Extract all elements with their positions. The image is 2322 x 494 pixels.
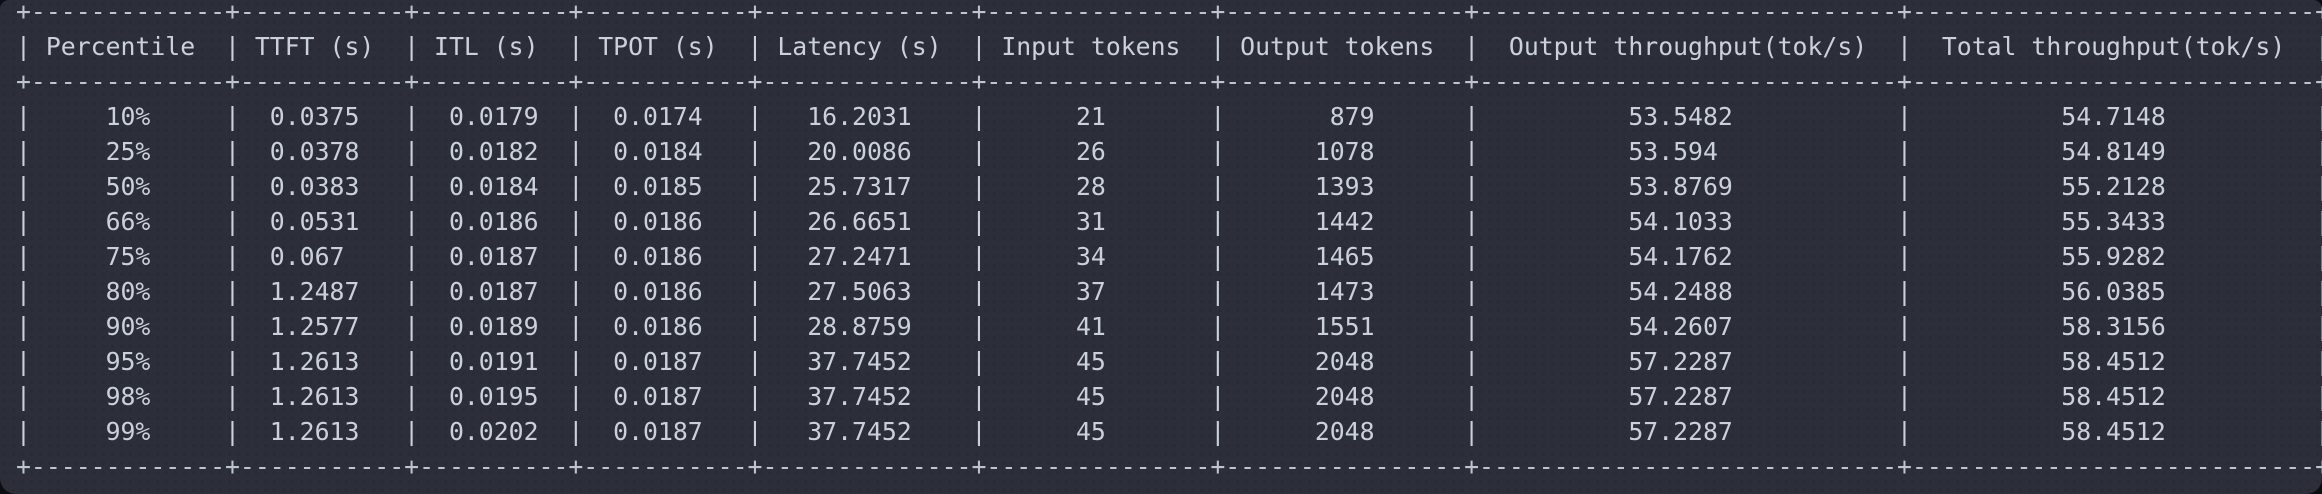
table-header-row: | Percentile | TTFT (s) | ITL (s) | TPOT… (16, 32, 2322, 61)
table-top-border: +-------------+-----------+----------+--… (16, 0, 2322, 26)
table-row: | 98% | 1.2613 | 0.0195 | 0.0187 | 37.74… (16, 382, 2322, 411)
table-row: | 66% | 0.0531 | 0.0186 | 0.0186 | 26.66… (16, 207, 2322, 236)
table-row: | 95% | 1.2613 | 0.0191 | 0.0187 | 37.74… (16, 347, 2322, 376)
benchmark-percentile-table: +-------------+-----------+----------+--… (16, 0, 2322, 481)
table-row: | 10% | 0.0375 | 0.0179 | 0.0174 | 16.20… (16, 102, 2322, 131)
table-bottom-border: +-------------+-----------+----------+--… (16, 452, 2322, 481)
table-row: | 50% | 0.0383 | 0.0184 | 0.0185 | 25.73… (16, 172, 2322, 201)
table-row: | 80% | 1.2487 | 0.0187 | 0.0186 | 27.50… (16, 277, 2322, 306)
table-header-separator: +-------------+-----------+----------+--… (16, 67, 2322, 96)
table-row: | 75% | 0.067 | 0.0187 | 0.0186 | 27.247… (16, 242, 2322, 271)
table-row: | 99% | 1.2613 | 0.0202 | 0.0187 | 37.74… (16, 417, 2322, 446)
table-row: | 90% | 1.2577 | 0.0189 | 0.0186 | 28.87… (16, 312, 2322, 341)
table-row: | 25% | 0.0378 | 0.0182 | 0.0184 | 20.00… (16, 137, 2322, 166)
